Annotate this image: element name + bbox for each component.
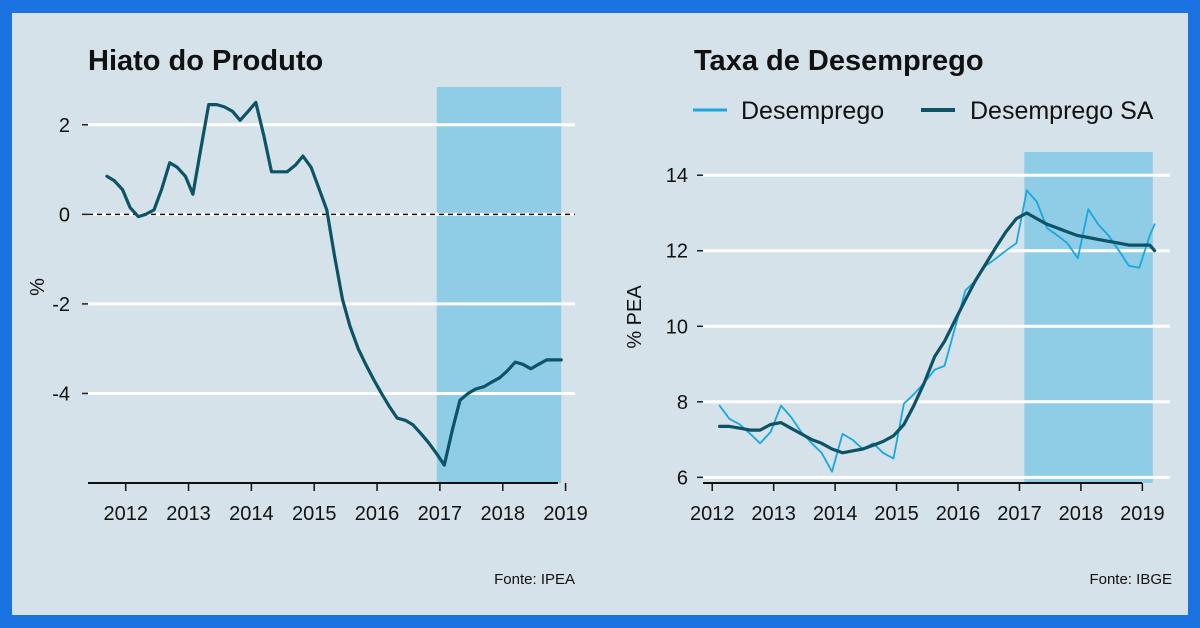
highlight-band bbox=[436, 87, 562, 483]
source-note: Fonte: IBGE bbox=[1089, 571, 1172, 588]
unemployment-chart: 6 8 10 12 14 2012 2013 2014 2015 2016 2017 2018 2019… bbox=[624, 45, 1172, 588]
chart-title: Hiato do Produto bbox=[88, 45, 323, 77]
y-tick-label: 0 bbox=[59, 204, 70, 226]
x-tick-label: 2012 bbox=[690, 503, 735, 525]
chart-title: Taxa de Desemprego bbox=[694, 45, 984, 77]
x-tick-label: 2018 bbox=[480, 503, 525, 525]
y-tick-label: 2 bbox=[59, 115, 70, 137]
x-tick-label: 2017 bbox=[997, 503, 1042, 525]
x-tick-label: 2019 bbox=[543, 503, 588, 525]
source-note: Fonte: IPEA bbox=[494, 571, 575, 588]
y-tick-label: 6 bbox=[677, 467, 688, 489]
y-axis-label: % PEA bbox=[624, 285, 646, 349]
x-tick-label: 2013 bbox=[166, 503, 211, 525]
x-tick-label: 2013 bbox=[751, 503, 796, 525]
x-tick-label: 2014 bbox=[229, 503, 274, 525]
x-tick-label: 2012 bbox=[103, 503, 148, 525]
x-tick-label: 2019 bbox=[1120, 503, 1165, 525]
legend-label-desemprego: Desemprego bbox=[741, 97, 884, 125]
x-tick-label: 2016 bbox=[355, 503, 400, 525]
output-gap-chart: -4 -2 0 2 2012 2013 2014 2015 2016 2017 2018 2019 H… bbox=[27, 45, 588, 588]
y-axis-label: % bbox=[27, 278, 49, 296]
y-tick-label: 10 bbox=[666, 316, 688, 338]
y-tick-label: -2 bbox=[52, 294, 70, 316]
chart-legend: Desemprego Desemprego SA bbox=[693, 97, 1154, 125]
series-line bbox=[105, 100, 563, 467]
x-tick-label: 2014 bbox=[813, 503, 858, 525]
y-tick-label: 12 bbox=[666, 241, 688, 263]
series-line-desemprego bbox=[718, 189, 1156, 473]
x-tick-label: 2017 bbox=[418, 503, 463, 525]
x-tick-label: 2015 bbox=[874, 503, 919, 525]
x-tick-label: 2015 bbox=[292, 503, 337, 525]
y-tick-label: -4 bbox=[52, 383, 70, 405]
series-line-desemprego-sa bbox=[717, 211, 1157, 455]
y-tick-label: 8 bbox=[677, 392, 688, 414]
y-tick-label: 14 bbox=[666, 165, 688, 187]
x-tick-label: 2018 bbox=[1059, 503, 1104, 525]
x-tick-label: 2016 bbox=[936, 503, 981, 525]
highlight-band bbox=[1024, 152, 1153, 483]
legend-label-desemprego-sa: Desemprego SA bbox=[970, 97, 1154, 125]
